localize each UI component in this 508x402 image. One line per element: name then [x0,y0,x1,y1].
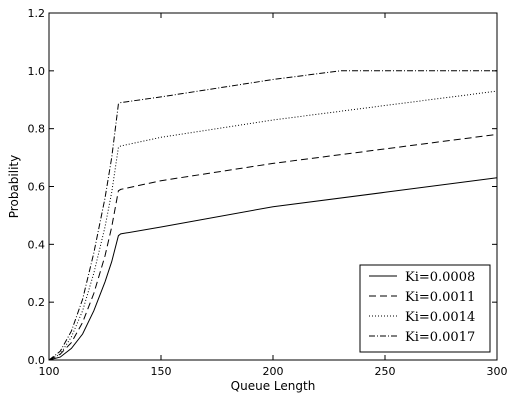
legend-items: Ki=0.0008 Ki=0.0011 Ki=0.0014 Ki=0.0017 [369,270,475,345]
legend-label-3: Ki=0.0014 [405,310,475,325]
y-tick-label: 0.4 [28,238,46,251]
x-axis-label: Queue Length [231,379,316,393]
y-tick-label: 0.2 [28,296,46,309]
y-axis-label: Probability [7,155,21,218]
legend: Ki=0.0008 Ki=0.0011 Ki=0.0014 Ki=0.0017 [359,264,491,353]
series-line-4 [48,70,497,361]
x-tick-label: 100 [39,365,60,378]
series-line-3 [48,90,498,361]
legend-box [359,264,491,353]
legend-label-2: Ki=0.0011 [405,290,475,305]
y-tick-label: 1.0 [28,65,46,78]
series-line-1 [48,177,498,361]
y-tick-label: 1.2 [28,7,46,20]
x-tick-label: 300 [487,365,508,378]
x-tick-label: 150 [151,365,172,378]
y-tick-label: 0.8 [28,123,46,136]
legend-label-4: Ki=0.0017 [405,330,475,345]
y-tick-label: 0.6 [28,181,46,194]
y-tick-label: 0.0 [28,354,46,367]
x-tick-label: 250 [375,365,396,378]
series-line-2 [48,133,498,361]
x-tick-label: 200 [263,365,284,378]
legend-label-1: Ki=0.0008 [405,270,475,285]
series-layer [48,70,498,361]
